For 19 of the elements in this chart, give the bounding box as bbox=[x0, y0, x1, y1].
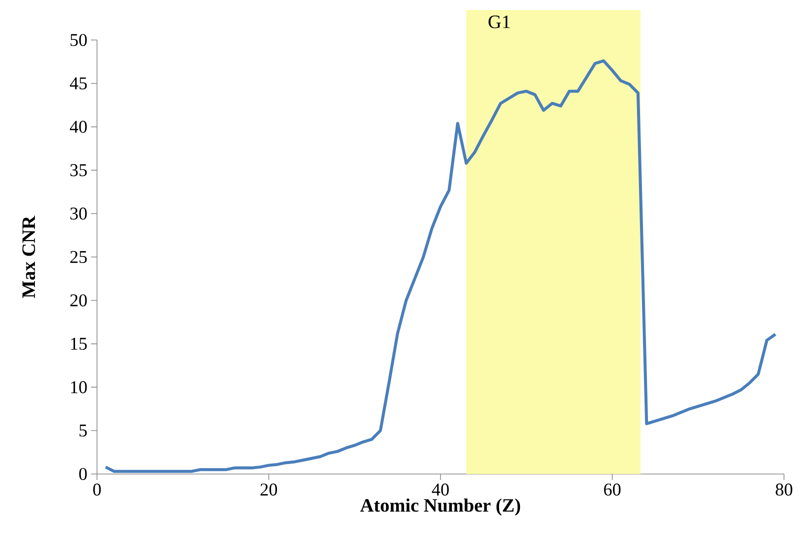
y-tick-label: 30 bbox=[70, 208, 87, 220]
y-tick-label: 35 bbox=[70, 164, 87, 176]
x-axis-title: Atomic Number (Z) bbox=[360, 498, 520, 516]
x-tick-label: 0 bbox=[93, 484, 101, 496]
y-tick-label: 50 bbox=[70, 34, 87, 46]
y-tick-label: 45 bbox=[70, 77, 87, 90]
y-tick-label: 20 bbox=[70, 294, 87, 306]
x-tick-label: 80 bbox=[776, 484, 792, 496]
y-tick-label: 15 bbox=[71, 338, 87, 350]
band-label: G1 bbox=[488, 16, 510, 28]
y-axis-title: Max CNR bbox=[22, 216, 36, 298]
y-tick-label: 5 bbox=[80, 424, 87, 437]
x-tick-label: 60 bbox=[604, 484, 621, 496]
y-tick-label: 40 bbox=[70, 120, 87, 133]
x-tick-label: 40 bbox=[432, 484, 449, 496]
x-tick-label: 20 bbox=[260, 484, 278, 496]
y-tick-label: 10 bbox=[71, 381, 87, 394]
y-tick-label: 25 bbox=[70, 250, 87, 264]
y-tick-label: 0 bbox=[79, 468, 87, 480]
